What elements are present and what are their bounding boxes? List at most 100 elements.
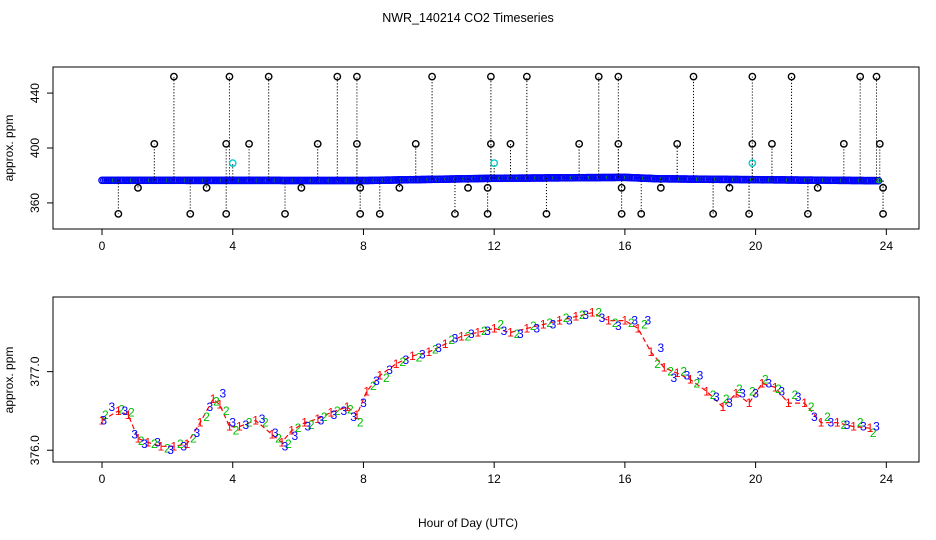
bottom-code-3-mark: 3	[697, 369, 704, 383]
bottom-code-3-mark: 3	[599, 311, 606, 325]
bottom-code-2-mark: 2	[164, 442, 171, 456]
top-flagged-near-point	[656, 183, 665, 192]
bottom-code-3-mark: 3	[533, 321, 540, 335]
bottom-code-1-mark: 1	[759, 376, 766, 390]
bottom-code-2-mark: 2	[128, 406, 135, 420]
top-flagged-high-point	[594, 72, 603, 81]
bottom-code-3-mark: 3	[765, 376, 772, 390]
bottom-code-3-mark: 3	[331, 408, 338, 422]
bottom-code-1-mark: 1	[674, 366, 681, 380]
top-flagged-high-point	[856, 72, 865, 81]
bottom-code-1-mark: 1	[278, 435, 285, 449]
chart-title: NWR_140214 CO2 Timeseries	[382, 11, 554, 25]
top-flagged-mid-point	[506, 139, 515, 148]
bottom-code-1-mark: 1	[376, 369, 383, 383]
bottom-code-3-mark: 3	[811, 410, 818, 424]
bottom-code-1-mark: 1	[523, 321, 530, 335]
bottom-code-1-mark: 1	[635, 321, 642, 335]
bottom-code-3-mark: 3	[631, 314, 638, 328]
bottom-code-3-mark: 3	[180, 439, 187, 453]
bottom-code-2-mark: 2	[628, 316, 635, 330]
bottom-code-3-mark: 3	[419, 347, 426, 361]
bottom-code-1-mark: 1	[363, 384, 370, 398]
bottom-code-1-mark: 1	[720, 400, 727, 414]
bottom-code-3-mark: 3	[684, 369, 691, 383]
bottom-code-3-mark: 3	[259, 412, 266, 426]
top-x-tick-label-16: 16	[618, 239, 632, 253]
top-flagged-low-point	[281, 209, 289, 218]
top-x-tick-label-20: 20	[749, 239, 763, 253]
top-flagged-mid-point	[768, 139, 776, 148]
top-flagged-high-point	[614, 72, 623, 81]
bottom-code-2-mark: 2	[654, 357, 661, 371]
bottom-code-3-mark: 3	[350, 410, 357, 424]
bottom-code-1-mark: 1	[393, 357, 400, 371]
bottom-x-tick-label-8: 8	[360, 472, 367, 486]
top-flagged-mid-point	[313, 139, 322, 148]
bottom-trace-line	[101, 312, 871, 447]
top-flagged-low-point	[617, 209, 626, 218]
bottom-code-2-mark: 2	[295, 421, 302, 435]
top-flagged-mid-point	[748, 139, 757, 148]
bottom-code-1-mark: 1	[622, 314, 629, 328]
bottom-code-3-mark: 3	[550, 318, 557, 332]
bottom-code-2-mark: 2	[399, 355, 406, 369]
bottom-code-1-mark: 1	[834, 416, 841, 430]
bottom-x-tick-label-0: 0	[99, 472, 106, 486]
bottom-code-3-mark: 3	[154, 435, 161, 449]
top-flagged-mid-point	[875, 139, 884, 148]
top-flagged-mid-point	[487, 139, 495, 148]
bottom-code-3-mark: 3	[122, 404, 129, 418]
bottom-code-2-mark: 2	[497, 318, 504, 332]
bottom-code-3-mark: 3	[242, 418, 249, 432]
bottom-code-1-mark: 1	[687, 373, 694, 387]
bottom-code-2-mark: 2	[481, 324, 488, 338]
bottom-code-1-mark: 1	[269, 428, 276, 442]
top-flagged-low-point	[375, 209, 384, 218]
bottom-code-2-mark: 2	[775, 382, 782, 396]
top-flagged-high-point	[522, 72, 531, 81]
bottom-code-2-mark: 2	[857, 416, 864, 430]
bottom-code-1-mark: 1	[474, 325, 481, 339]
bottom-y-tick-label-377.0: 377.0	[28, 356, 42, 386]
top-x-tick-label-4: 4	[229, 239, 236, 253]
top-flagged-high-point	[225, 72, 234, 81]
top-flagged-high-point	[787, 72, 796, 81]
top-panel: approx. ppm 0 4 8 12 16 20 24 360 400 440	[2, 66, 920, 253]
bottom-code-1-mark: 1	[344, 400, 351, 414]
bottom-code-1-mark: 1	[772, 380, 779, 394]
bottom-code-1-mark: 1	[144, 435, 151, 449]
bottom-code-3-mark: 3	[657, 341, 664, 355]
bottom-code-2-mark: 2	[749, 384, 756, 398]
bottom-code-3-mark: 3	[386, 363, 393, 377]
bottom-code-2-mark: 2	[223, 404, 230, 418]
top-alt-point	[228, 159, 237, 168]
bottom-code-1-mark: 1	[236, 420, 243, 434]
bottom-code-1-mark: 1	[703, 384, 710, 398]
bottom-code-1-mark: 1	[556, 314, 563, 328]
top-y-axis-label: approx. ppm	[2, 115, 16, 182]
top-flagged-high-point	[353, 72, 361, 81]
bottom-code-3-mark: 3	[193, 426, 200, 440]
bottom-code-2-mark: 2	[563, 311, 570, 325]
top-flagged-low-point	[542, 209, 551, 218]
bottom-code-1-mark: 1	[850, 420, 857, 434]
bottom-code-2-mark: 2	[246, 416, 253, 430]
bottom-code-2-mark: 2	[530, 319, 537, 333]
bottom-y-axis-label: approx. ppm	[2, 347, 16, 414]
bottom-code-3-mark: 3	[468, 327, 475, 341]
bottom-code-3-mark: 3	[435, 341, 442, 355]
bottom-code-1-mark: 1	[288, 424, 295, 438]
bottom-code-2-mark: 2	[791, 388, 798, 402]
bottom-code-3-mark: 3	[207, 400, 214, 414]
top-flagged-low-point	[356, 209, 365, 218]
bottom-code-1-mark: 1	[733, 387, 740, 401]
top-flagged-near-point	[617, 183, 626, 192]
bottom-x-tick-label-4: 4	[229, 472, 236, 486]
bottom-code-1-mark: 1	[115, 404, 122, 418]
bottom-code-1-mark: 1	[507, 325, 514, 339]
bottom-code-3-mark: 3	[100, 413, 107, 427]
bottom-code-1-mark: 1	[135, 431, 142, 445]
bottom-code-3-mark: 3	[644, 314, 651, 328]
